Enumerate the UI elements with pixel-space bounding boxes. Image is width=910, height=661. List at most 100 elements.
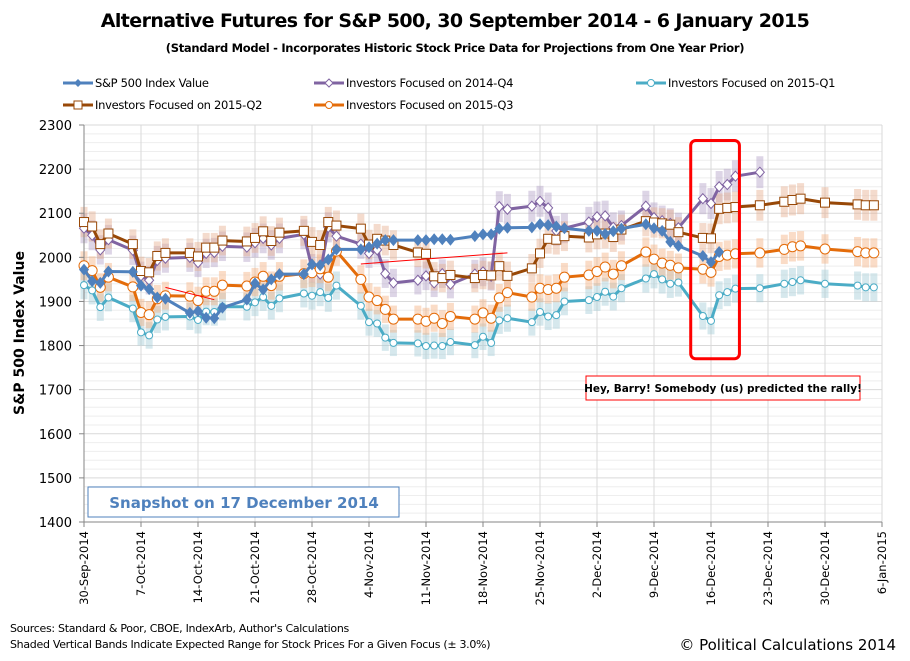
- data-point: [161, 312, 170, 321]
- data-point: [715, 291, 724, 300]
- data-point: [706, 233, 716, 244]
- data-point: [495, 316, 504, 325]
- axes: 1400 1500 1600 1700 1800 1900 2000 2100 2200 2300…: [39, 119, 889, 605]
- legend-label: Investors Focused on 2014-Q4: [346, 76, 514, 90]
- data-point: [754, 247, 766, 259]
- data-point: [267, 301, 276, 310]
- x-tick-label: 18-Nov-2014: [476, 531, 490, 605]
- data-point: [526, 263, 537, 274]
- data-point: [145, 331, 154, 340]
- data-point: [322, 271, 334, 283]
- data-point: [201, 311, 212, 324]
- data-point: [697, 250, 708, 263]
- data-point: [388, 277, 399, 289]
- data-point: [697, 192, 709, 205]
- data-point: [217, 301, 228, 314]
- data-point: [430, 341, 439, 350]
- data-point: [364, 241, 374, 254]
- data-point: [503, 314, 512, 323]
- data-point: [469, 313, 481, 325]
- x-tick-label: 28-Oct-2014: [305, 531, 319, 603]
- data-point: [584, 296, 593, 305]
- data-point: [299, 289, 308, 298]
- data-point: [616, 222, 627, 235]
- data-point: [274, 227, 285, 238]
- data-point: [486, 228, 497, 241]
- data-point: [96, 303, 105, 312]
- data-point: [754, 166, 766, 178]
- annotations: Hey, Barry! Somebody (us) predicted the …: [87, 138, 862, 518]
- data-point: [298, 268, 309, 281]
- data-point: [526, 221, 537, 234]
- y-tick-label: 1800: [39, 340, 72, 355]
- legend-item-2014q4: Investors Focused on 2014-Q4: [314, 76, 513, 90]
- data-point: [861, 283, 870, 292]
- data-point: [542, 202, 554, 214]
- data-point: [534, 195, 546, 208]
- data-point: [193, 305, 203, 318]
- data-point: [723, 288, 732, 297]
- data-point: [143, 309, 155, 321]
- data-point: [640, 200, 652, 212]
- data-point: [445, 233, 456, 246]
- data-point: [315, 239, 326, 250]
- data-point: [365, 318, 373, 327]
- data-point: [128, 304, 137, 313]
- data-point: [501, 287, 513, 299]
- y-tick-label: 1400: [39, 516, 72, 531]
- data-point: [493, 292, 505, 304]
- series-investors-focused-on-2015-q1: [80, 270, 878, 350]
- data-point: [355, 223, 366, 234]
- legend-item-sp500: S&P 500 Index Value: [63, 76, 209, 90]
- data-point: [331, 220, 342, 231]
- data-point: [436, 318, 448, 329]
- data-point: [445, 278, 456, 290]
- data-point: [535, 218, 545, 231]
- data-point: [363, 247, 375, 260]
- data-point: [324, 293, 333, 302]
- data-point: [103, 228, 114, 239]
- data-point: [583, 224, 594, 237]
- data-point: [640, 246, 652, 258]
- data-point: [486, 270, 497, 281]
- data-point: [559, 222, 570, 235]
- data-point: [192, 295, 204, 307]
- x-tick-label: 4-Nov-2014: [362, 531, 376, 598]
- data-point: [437, 233, 448, 246]
- legend-item-2015q3: Investors Focused on 2015-Q3: [314, 98, 513, 112]
- data-point: [379, 303, 391, 315]
- data-point: [705, 266, 717, 278]
- data-point: [274, 268, 285, 281]
- data-point: [672, 262, 684, 274]
- data-point: [332, 281, 341, 290]
- data-point: [95, 276, 106, 289]
- data-point: [428, 312, 440, 324]
- data-point: [193, 251, 203, 262]
- data-point: [617, 284, 626, 293]
- x-tick-label: 14-Oct-2014: [191, 531, 205, 603]
- data-point: [160, 292, 171, 305]
- data-point: [550, 282, 562, 294]
- data-point: [446, 338, 455, 347]
- data-point: [658, 275, 667, 284]
- open-diamond-marker-icon: [314, 78, 344, 88]
- data-point: [780, 279, 789, 288]
- data-point: [674, 278, 683, 287]
- y-tick-label: 1700: [39, 384, 72, 399]
- data-point: [666, 279, 675, 288]
- callout-text: Hey, Barry! Somebody (us) predicted the …: [584, 383, 862, 395]
- legend-label: Investors Focused on 2015-Q2: [95, 98, 263, 112]
- data-point: [477, 307, 489, 319]
- y-tick-label: 2300: [39, 119, 72, 134]
- chart-subtitle: (Standard Model - Incorporates Historic …: [165, 41, 745, 55]
- data-point: [821, 279, 829, 288]
- data-point: [184, 306, 195, 319]
- data-point: [714, 246, 725, 259]
- data-point: [209, 242, 220, 253]
- data-point: [526, 200, 538, 212]
- sources-note: Sources: Standard & Poor, CBOE, IndexArb…: [10, 622, 349, 635]
- legend-label: Investors Focused on 2015-Q3: [346, 98, 514, 112]
- data-point: [95, 239, 106, 250]
- data-point: [381, 333, 390, 342]
- data-point: [87, 275, 98, 288]
